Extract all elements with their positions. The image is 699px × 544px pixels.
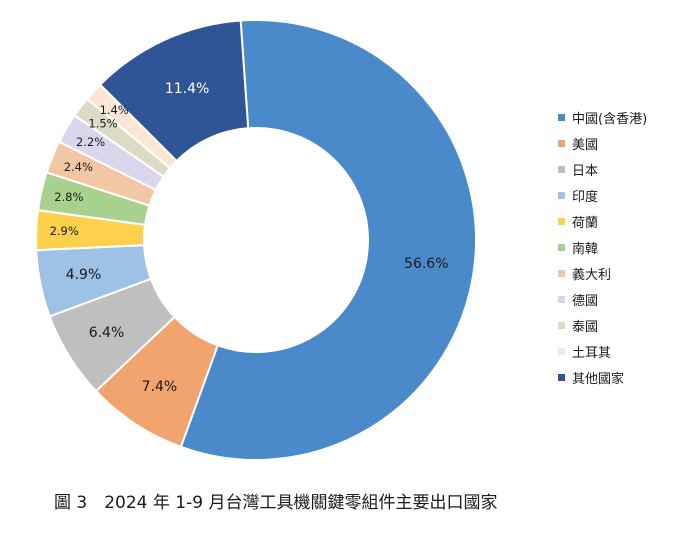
slice-1 <box>179 19 477 461</box>
legend-swatch <box>558 113 565 121</box>
legend-label: 日本 <box>572 163 599 179</box>
legend-item: 日本 <box>558 156 647 182</box>
legend-label: 土耳其 <box>572 346 612 362</box>
legend-label: 南韓 <box>572 242 599 258</box>
data-label-9: 1.5% <box>88 117 117 131</box>
data-label-2: 7.4% <box>142 379 178 395</box>
chart-legend: 中國(含香港) 美國日本印度荷蘭南韓義大利德國泰國土耳其其他國家 <box>558 104 647 391</box>
legend-item: 印度 <box>558 182 647 208</box>
legend-swatch <box>558 165 565 173</box>
legend-label: 中國(含香港) <box>572 111 648 127</box>
legend-swatch <box>558 374 565 382</box>
legend-label: 義大利 <box>572 268 612 284</box>
legend-item: 美國 <box>558 130 647 156</box>
legend-swatch <box>558 348 565 356</box>
legend-item: 土耳其 <box>558 339 647 365</box>
data-label-11: 11.4% <box>165 81 209 97</box>
legend-label: 荷蘭 <box>572 215 599 231</box>
legend-item: 其他國家 <box>558 365 647 391</box>
legend-item: 泰國 <box>558 313 647 339</box>
legend-swatch <box>558 191 565 199</box>
legend-label: 泰國 <box>572 320 599 336</box>
legend-item: 德國 <box>558 287 647 313</box>
legend-label: 其他國家 <box>572 372 625 388</box>
figure-caption: 圖 3 2024 年 1-9 月台灣工具機關鍵零組件主要出口國家 <box>54 493 498 513</box>
legend-item: 南韓 <box>558 234 647 260</box>
legend-label: 美國 <box>572 137 599 153</box>
data-label-7: 2.4% <box>64 160 93 174</box>
data-label-3: 6.4% <box>89 325 125 341</box>
legend-swatch <box>558 244 565 252</box>
data-label-group: 56.6% 7.4% 6.4% 4.9% 2.9% 2.8% 2.4% 2.2% 1.5%1.4… <box>50 81 449 395</box>
data-label-10: 1.4% <box>100 103 129 117</box>
legend-label: 印度 <box>572 189 599 205</box>
legend-swatch <box>558 139 565 147</box>
data-label-1: 56.6% <box>404 256 448 272</box>
legend-item: 義大利 <box>558 261 647 287</box>
legend-swatch <box>558 270 565 278</box>
legend-item: 荷蘭 <box>558 208 647 234</box>
slice-group <box>35 19 477 461</box>
legend-item: 中國(含香港) <box>558 104 647 130</box>
legend-swatch <box>558 322 565 330</box>
slice-11 <box>98 19 250 163</box>
legend-label: 德國 <box>572 294 599 310</box>
data-label-4: 4.9% <box>66 267 102 283</box>
data-label-5: 2.9% <box>50 224 79 238</box>
legend-swatch <box>558 296 565 304</box>
legend-swatch <box>558 217 565 225</box>
data-label-8: 2.2% <box>76 135 105 149</box>
data-label-6: 2.8% <box>54 190 83 204</box>
